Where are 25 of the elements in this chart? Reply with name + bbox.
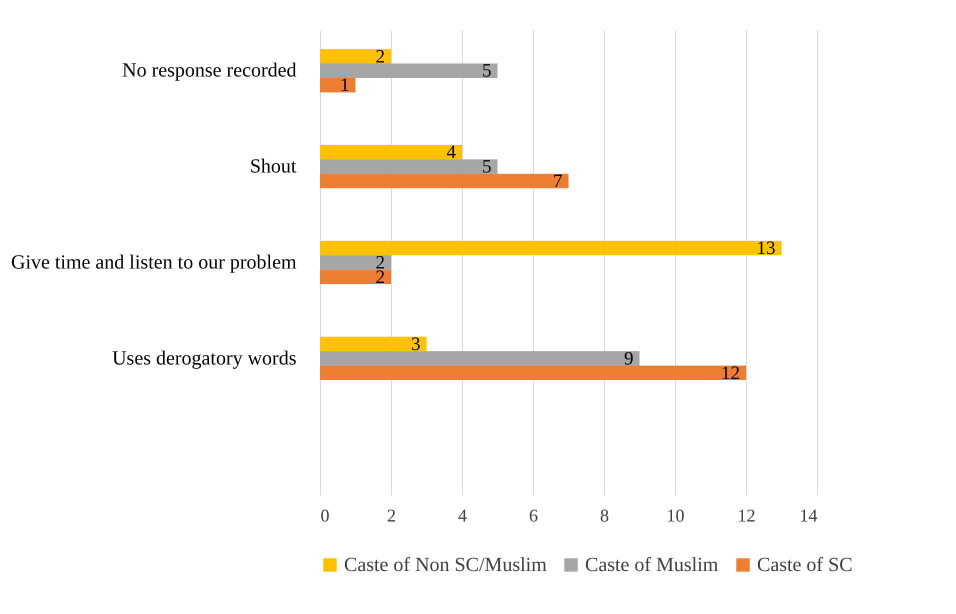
x-tick-label: 4 — [458, 506, 467, 526]
data-label: 3 — [411, 334, 420, 355]
x-tick-label: 6 — [529, 506, 538, 526]
x-tick-label: 12 — [738, 506, 756, 526]
data-label: 9 — [624, 348, 634, 370]
x-tick-label: 2 — [387, 506, 396, 526]
y-tick-label: Give time and listen to our problem — [11, 252, 297, 274]
x-tick-label: 14 — [800, 506, 818, 526]
y-tick-label: Uses derogatory words — [112, 347, 297, 370]
data-label: 5 — [482, 60, 492, 82]
data-label: 4 — [446, 142, 456, 164]
data-label: 7 — [553, 171, 562, 192]
x-tick-label: 0 — [320, 506, 330, 526]
data-label: 1 — [340, 75, 350, 96]
y-tick-label: No response recorded — [122, 60, 296, 82]
data-label: 5 — [482, 156, 492, 178]
legend-label: Caste of Muslim — [585, 554, 719, 576]
data-label: 12 — [721, 362, 740, 384]
data-label: 2 — [376, 46, 385, 68]
x-tick-label: 10 — [666, 506, 684, 526]
legend-label: Caste of SC — [757, 554, 853, 576]
data-label: 13 — [756, 238, 776, 260]
x-tick-label: 8 — [600, 506, 609, 526]
y-tick-label: Shout — [250, 156, 297, 178]
legend-label: Caste of Non SC/Muslim — [344, 554, 548, 576]
